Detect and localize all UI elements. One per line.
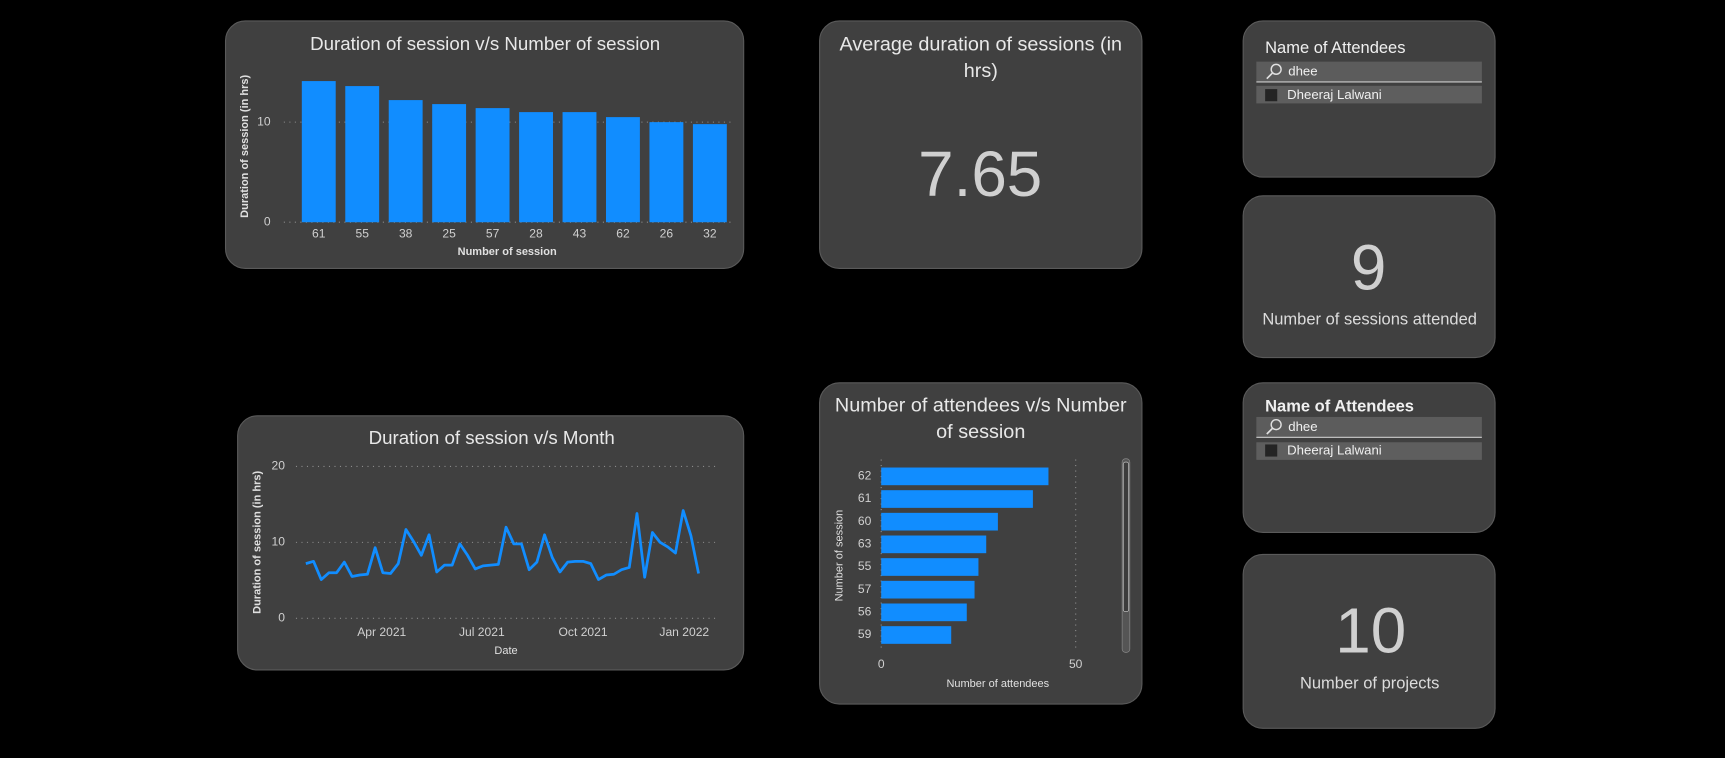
panel <box>819 20 1143 269</box>
x-tick-label: 26 <box>660 227 674 241</box>
y-tick-label: 62 <box>858 469 872 483</box>
x-tick-label: 25 <box>442 227 456 241</box>
checkbox[interactable] <box>1265 89 1278 102</box>
y-tick-label: 63 <box>858 537 872 551</box>
x-tick-label: Jan 2022 <box>659 625 709 639</box>
card-value: 7.65 <box>918 138 1042 210</box>
bar <box>301 81 336 223</box>
bar <box>388 100 423 223</box>
panel <box>1242 553 1496 729</box>
bar <box>881 558 979 576</box>
bar <box>881 580 975 599</box>
x-tick-label: 38 <box>399 227 413 241</box>
bar <box>881 535 987 554</box>
search-icon <box>1270 418 1282 431</box>
search-icon <box>1266 427 1273 435</box>
y-tick-label: 10 <box>257 114 271 128</box>
slicer-item-label[interactable]: Dheeraj Lalwani <box>1287 443 1382 458</box>
slicer-item-label[interactable]: Dheeraj Lalwani <box>1287 87 1382 102</box>
x-tick-label: 61 <box>312 227 326 241</box>
line-series <box>305 509 700 581</box>
y-tick-label: 0 <box>278 610 285 624</box>
y-tick-label: 57 <box>858 582 872 596</box>
panel <box>237 415 745 671</box>
checkbox[interactable] <box>1265 444 1278 457</box>
panel <box>1242 195 1496 359</box>
bar <box>475 108 510 223</box>
slicer-item[interactable] <box>1256 442 1482 460</box>
bar <box>519 112 553 223</box>
x-tick-label: 28 <box>529 227 543 241</box>
x-axis-label: Number of session <box>458 246 557 258</box>
bar <box>649 122 684 223</box>
y-axis-label: Duration of session (in hrs) <box>251 471 263 614</box>
x-tick-label: 50 <box>1069 657 1083 671</box>
bar <box>881 603 967 622</box>
card-title-box: Average duration of sessions (in hrs) <box>839 33 1123 82</box>
x-axis-label: Date <box>494 645 517 657</box>
slicer-title: Name of Attendees <box>1265 39 1405 57</box>
y-tick-label: 20 <box>271 459 285 473</box>
x-axis-label: Number of attendees <box>946 678 1049 690</box>
y-tick-label: 59 <box>858 627 872 641</box>
search-box[interactable] <box>1256 61 1482 82</box>
card-value: 9 <box>1351 232 1386 304</box>
search-icon <box>1266 72 1273 80</box>
chart-title: Duration of session v/s Month <box>369 427 615 448</box>
bar <box>562 112 597 223</box>
x-tick-label: 0 <box>878 657 885 671</box>
card-title: Average duration of sessions (in hrs) <box>839 33 1123 82</box>
search-text[interactable]: dhee <box>1288 64 1317 79</box>
bar <box>692 124 727 223</box>
x-tick-label: 62 <box>616 227 630 241</box>
bar <box>881 626 952 644</box>
scrollbar-thumb[interactable] <box>1122 461 1130 613</box>
x-tick-label: Apr 2021 <box>357 625 406 639</box>
y-tick-label: 55 <box>858 559 872 573</box>
bar <box>881 467 1049 486</box>
bar <box>881 490 1033 508</box>
bar <box>881 512 998 531</box>
y-tick-label: 61 <box>858 491 872 505</box>
slicer-item[interactable] <box>1256 85 1482 104</box>
x-tick-label: 32 <box>703 227 717 241</box>
bar <box>605 117 640 223</box>
card-label: Number of sessions attended <box>1262 311 1477 329</box>
x-tick-label: Jul 2021 <box>459 625 505 639</box>
search-icon <box>1270 63 1282 75</box>
x-tick-label: 57 <box>486 227 500 241</box>
x-tick-label: 43 <box>573 227 587 241</box>
slicer-title: Name of Attendees <box>1265 397 1414 415</box>
y-axis-label: Duration of session (in hrs) <box>239 74 251 217</box>
search-text[interactable]: dhee <box>1288 419 1317 434</box>
search-box[interactable] <box>1256 416 1482 437</box>
chart-title-box: Number of attendees v/s Number of sessio… <box>834 393 1127 443</box>
bar <box>432 104 467 223</box>
y-tick-label: 56 <box>858 605 872 619</box>
x-tick-label: 55 <box>355 227 369 241</box>
x-tick-label: Oct 2021 <box>559 625 608 639</box>
bar <box>345 86 380 223</box>
chart-title: Number of attendees v/s Number of sessio… <box>834 393 1127 443</box>
chart-title: Duration of session v/s Number of sessio… <box>310 33 660 54</box>
card-label: Number of projects <box>1300 675 1439 693</box>
y-axis-label: Number of session <box>833 510 845 602</box>
y-tick-label: 10 <box>271 535 285 549</box>
y-tick-label: 60 <box>858 514 872 528</box>
y-tick-label: 0 <box>264 214 271 228</box>
card-value: 10 <box>1335 595 1406 667</box>
